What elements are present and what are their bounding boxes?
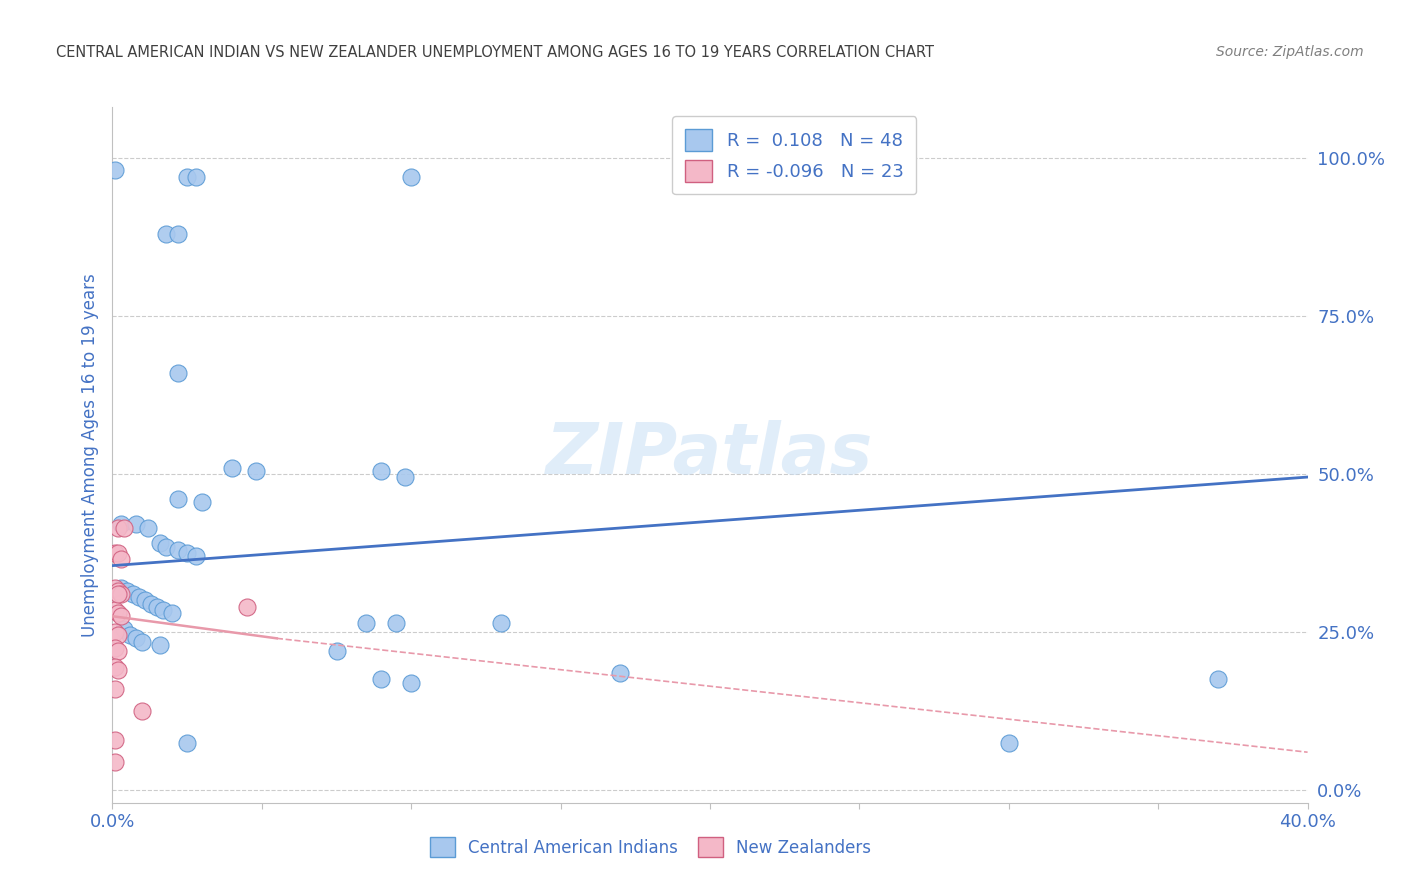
Point xyxy=(149,536,172,550)
Point xyxy=(325,644,347,658)
Point xyxy=(104,660,127,674)
Point xyxy=(107,546,129,560)
Point xyxy=(245,464,267,478)
Point xyxy=(104,581,127,595)
Point xyxy=(186,549,208,563)
Legend: Central American Indians, New Zealanders: Central American Indians, New Zealanders xyxy=(423,830,877,864)
Point xyxy=(125,517,148,532)
Point xyxy=(125,632,148,646)
Point xyxy=(104,546,127,560)
Point xyxy=(221,460,243,475)
Point xyxy=(356,615,378,630)
Point xyxy=(149,638,172,652)
Point xyxy=(162,606,183,620)
Point xyxy=(107,587,129,601)
Point xyxy=(191,495,214,509)
Point xyxy=(167,227,190,241)
Point xyxy=(110,517,132,532)
Point xyxy=(110,609,132,624)
Point xyxy=(107,663,129,677)
Point xyxy=(176,736,198,750)
Point xyxy=(120,628,142,642)
Point xyxy=(107,521,129,535)
Point xyxy=(131,704,153,718)
Point xyxy=(236,599,259,614)
Point xyxy=(176,169,198,184)
Point xyxy=(104,755,127,769)
Point xyxy=(107,606,129,620)
Point xyxy=(104,732,127,747)
Point xyxy=(104,640,127,655)
Point xyxy=(110,587,132,601)
Text: CENTRAL AMERICAN INDIAN VS NEW ZEALANDER UNEMPLOYMENT AMONG AGES 16 TO 19 YEARS : CENTRAL AMERICAN INDIAN VS NEW ZEALANDER… xyxy=(56,45,934,60)
Point xyxy=(401,675,423,690)
Text: Source: ZipAtlas.com: Source: ZipAtlas.com xyxy=(1216,45,1364,59)
Point xyxy=(394,470,416,484)
Point xyxy=(107,628,129,642)
Point xyxy=(1206,673,1229,687)
Point xyxy=(155,540,177,554)
Point xyxy=(155,227,177,241)
Point xyxy=(134,593,156,607)
Point xyxy=(167,542,190,557)
Point xyxy=(998,736,1021,750)
Point xyxy=(152,603,174,617)
Point xyxy=(385,615,408,630)
Point xyxy=(146,599,169,614)
Point xyxy=(167,366,190,380)
Point xyxy=(138,521,160,535)
Point xyxy=(110,581,132,595)
Point xyxy=(489,615,512,630)
Point xyxy=(117,583,139,598)
Point xyxy=(104,625,127,640)
Point xyxy=(370,673,392,687)
Point xyxy=(104,681,127,696)
Point xyxy=(104,603,127,617)
Point xyxy=(141,597,163,611)
Point xyxy=(104,163,127,178)
Point xyxy=(110,552,132,566)
Text: ZIPatlas: ZIPatlas xyxy=(547,420,873,490)
Point xyxy=(167,492,190,507)
Point xyxy=(114,622,135,636)
Point xyxy=(122,587,145,601)
Point xyxy=(609,666,631,681)
Y-axis label: Unemployment Among Ages 16 to 19 years: Unemployment Among Ages 16 to 19 years xyxy=(82,273,100,637)
Point xyxy=(176,546,198,560)
Point xyxy=(401,169,423,184)
Point xyxy=(131,634,153,648)
Point xyxy=(128,591,150,605)
Point xyxy=(370,464,392,478)
Point xyxy=(114,521,135,535)
Point xyxy=(107,644,129,658)
Point xyxy=(107,583,129,598)
Point xyxy=(186,169,208,184)
